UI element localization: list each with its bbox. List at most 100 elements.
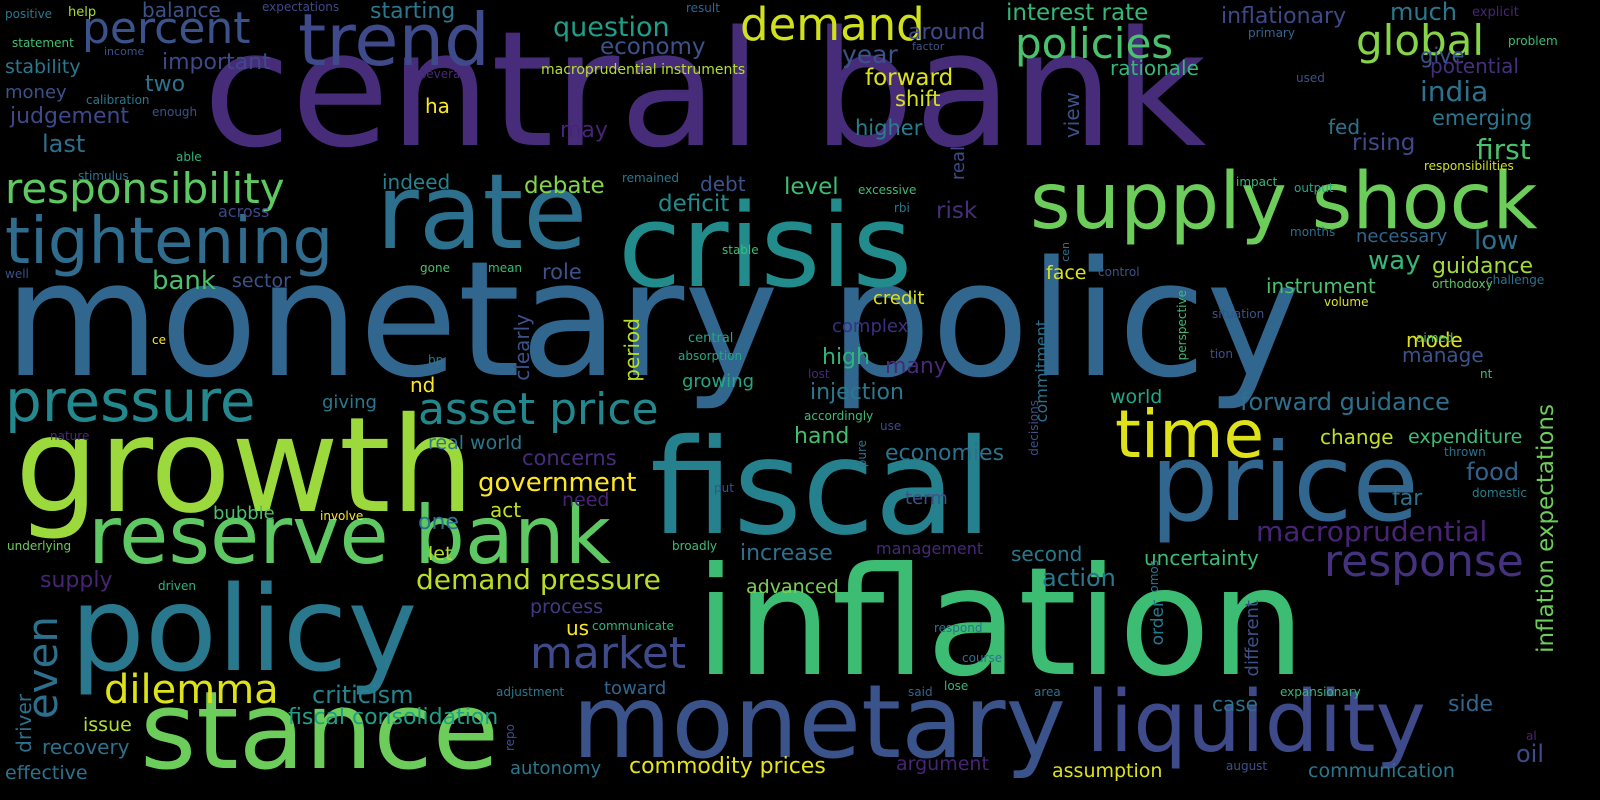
- word-central-bank: central bank: [203, 0, 1207, 183]
- word-first: first: [1476, 133, 1531, 166]
- word-remained: remained: [622, 171, 680, 185]
- word-liquidity: liquidity: [1086, 673, 1426, 772]
- word-need: need: [562, 489, 610, 511]
- word-market: market: [530, 628, 687, 679]
- word-aimed: aimed: [1416, 331, 1454, 345]
- word-thrown: thrown: [1444, 445, 1486, 459]
- word-fiscal-consolidation: fiscal consolidation: [288, 705, 499, 730]
- word-price: price: [1150, 421, 1419, 546]
- word-inflationary: inflationary: [1221, 4, 1347, 29]
- word-supply-shock: supply shock: [1030, 157, 1538, 247]
- word-expectations: expectations: [262, 0, 340, 14]
- word-global: global: [1356, 16, 1485, 65]
- word-dilemma: dilemma: [104, 667, 279, 713]
- word-policies: policies: [1015, 19, 1174, 68]
- word-adjustment: adjustment: [496, 685, 565, 699]
- word-monetary: monetary: [572, 663, 1066, 782]
- word-increase: increase: [740, 541, 833, 566]
- word-ce: ce: [152, 333, 166, 347]
- word-monetary-policy: monetary policy: [4, 226, 1301, 413]
- word-effective: effective: [5, 762, 88, 784]
- word-toward: toward: [604, 678, 667, 699]
- word-stable: stable: [722, 243, 759, 257]
- word-second: second: [1011, 542, 1083, 566]
- word-area: area: [1034, 685, 1061, 699]
- word-around: around: [908, 20, 986, 45]
- word-responsibilities: responsibilities: [1424, 159, 1514, 173]
- word-case: case: [1212, 692, 1258, 716]
- word-forward: forward: [865, 65, 954, 91]
- word-cen: cen: [1059, 242, 1072, 262]
- word-inflation-expectations: inflation expectations: [1533, 404, 1559, 653]
- word-communication: communication: [1308, 760, 1455, 782]
- word-change: change: [1320, 425, 1394, 449]
- word-bp: bp: [428, 353, 444, 367]
- word-perspective: perspective: [1175, 290, 1189, 361]
- word-risk: risk: [936, 198, 978, 224]
- word-macroprudential-instruments: macroprudential instruments: [541, 62, 746, 78]
- word-hand: hand: [794, 424, 850, 449]
- word-broadly: broadly: [672, 539, 718, 553]
- word-involve: involve: [320, 509, 364, 523]
- word-output: output: [1294, 181, 1334, 195]
- word-rbi: rbi: [894, 201, 910, 215]
- word-balance: balance: [142, 0, 221, 22]
- word-absorption: absorption: [678, 349, 743, 363]
- word-inflation: inflation: [695, 536, 1306, 710]
- word-level: level: [784, 174, 839, 200]
- word-far: far: [1392, 486, 1423, 511]
- word-driver: driver: [12, 694, 36, 753]
- word-us: us: [566, 616, 590, 640]
- word-macroprudential: macroprudential: [1256, 515, 1488, 548]
- word-used: used: [1296, 71, 1325, 85]
- word-emerging: emerging: [1432, 106, 1533, 130]
- word-demand-pressure: demand pressure: [416, 563, 661, 596]
- word-manage: manage: [1402, 343, 1484, 367]
- word-real-world: real world: [428, 432, 523, 454]
- word-argument: argument: [896, 753, 989, 775]
- word-policy: policy: [70, 560, 418, 698]
- word-accordingly: accordingly: [804, 409, 874, 423]
- word-stability: stability: [5, 56, 81, 78]
- word-time: time: [1115, 396, 1265, 473]
- word-india: india: [1420, 75, 1489, 108]
- word-months: months: [1290, 225, 1336, 239]
- word-driven: driven: [158, 579, 196, 593]
- word-order: order: [1148, 600, 1168, 646]
- word-forward-guidance: forward guidance: [1240, 388, 1450, 416]
- word-money: money: [5, 82, 67, 103]
- word-action: action: [1042, 564, 1116, 592]
- word-world: world: [1110, 386, 1163, 408]
- word-rising: rising: [1352, 130, 1416, 156]
- word-ha: ha: [425, 94, 450, 118]
- word-interest-rate: interest rate: [1006, 0, 1149, 26]
- word-central: central: [688, 331, 734, 346]
- word-injection: injection: [810, 380, 904, 405]
- word-demand: demand: [740, 0, 925, 51]
- word-economy: economy: [600, 34, 706, 60]
- word-responsibility: responsibility: [5, 164, 285, 213]
- word-able: able: [176, 150, 202, 164]
- word-calibration: calibration: [86, 93, 150, 107]
- word-income: income: [104, 45, 145, 58]
- word-low: low: [1474, 226, 1519, 256]
- word-important: important: [162, 50, 271, 75]
- word-guidance: guidance: [1432, 254, 1534, 279]
- word-pressure: pressure: [5, 367, 256, 435]
- word-tion: tion: [1210, 347, 1233, 361]
- word-volume: volume: [1324, 295, 1369, 309]
- word-shift: shift: [895, 87, 941, 111]
- word-face: face: [1046, 262, 1087, 284]
- word-challenge: challenge: [1486, 273, 1545, 287]
- word-fiscal: fiscal: [650, 411, 993, 565]
- word-complex: complex: [832, 316, 909, 337]
- word-government: government: [478, 468, 637, 498]
- word-different: different: [1242, 600, 1263, 677]
- word-excessive: excessive: [858, 183, 917, 197]
- word-commodity-prices: commodity prices: [629, 754, 826, 779]
- word-growth: growth: [15, 389, 475, 543]
- word-rationale: rationale: [1110, 56, 1199, 80]
- word-year: year: [842, 40, 898, 69]
- word-use: use: [880, 419, 902, 433]
- word-course: course: [962, 651, 1003, 665]
